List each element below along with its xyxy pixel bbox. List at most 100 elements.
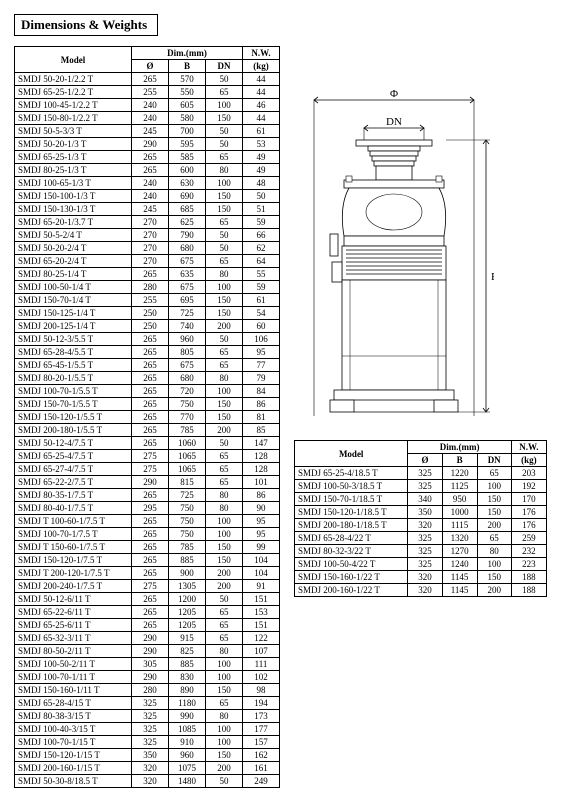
cell-diameter: 265 [132,424,169,437]
cell-model: SMDJ 200-240-1/7.5 T [15,580,132,593]
cell-model: SMDJ 150-120-1/18.5 T [295,506,408,519]
cell-b: 1085 [169,723,206,736]
col-model: Model [295,441,408,467]
cell-model: SMDJ 80-35-1/7.5 T [15,489,132,502]
cell-model: SMDJ 50-20-1/3 T [15,138,132,151]
cell-diameter: 320 [408,519,442,532]
col-kg: (kg) [511,454,546,467]
cell-diameter: 320 [408,571,442,584]
cell-diameter: 290 [132,476,169,489]
table-row: SMDJ 100-70-1/11 T290830100102 [15,671,280,684]
cell-diameter: 265 [132,346,169,359]
cell-dn: 50 [206,333,243,346]
cell-b: 890 [169,684,206,697]
cell-diameter: 265 [132,606,169,619]
cell-weight: 147 [243,437,280,450]
cell-weight: 98 [243,684,280,697]
cell-diameter: 270 [132,216,169,229]
table-row: SMDJ 200-125-1/4 T25074020060 [15,320,280,333]
table-row: SMDJ 65-25-6/11 T265120565151 [15,619,280,632]
cell-dn: 200 [206,567,243,580]
cell-model: SMDJ 150-70-1/5.5 T [15,398,132,411]
cell-weight: 91 [243,580,280,593]
cell-dn: 80 [477,545,511,558]
cell-b: 990 [169,710,206,723]
table-row: SMDJ 150-70-1/5.5 T26575015086 [15,398,280,411]
cell-dn: 65 [206,346,243,359]
cell-weight: 85 [243,424,280,437]
cell-b: 1305 [169,580,206,593]
cell-model: SMDJ 100-50-2/11 T [15,658,132,671]
cell-diameter: 270 [132,242,169,255]
table-row: SMDJ 150-100-1/3 T24069015050 [15,190,280,203]
cell-weight: 95 [243,346,280,359]
cell-dn: 200 [206,424,243,437]
cell-weight: 99 [243,541,280,554]
cell-dn: 100 [206,281,243,294]
table-row: SMDJ 80-38-3/15 T32599080173 [15,710,280,723]
table-row: SMDJ 50-12-3/5.5 T26596050106 [15,333,280,346]
cell-weight: 59 [243,216,280,229]
cell-dn: 150 [206,411,243,424]
label-phi: Φ [390,88,398,100]
cell-model: SMDJ 80-32-3/22 T [295,545,408,558]
cell-dn: 150 [206,203,243,216]
cell-weight: 173 [243,710,280,723]
col-nw-group: N.W. [511,441,546,454]
table-row: SMDJ 65-20-2/4 T2706756564 [15,255,280,268]
cell-diameter: 265 [132,359,169,372]
cell-b: 680 [169,242,206,255]
cell-model: SMDJ 150-120-1/7.5 T [15,554,132,567]
table-row: SMDJ 65-28-4/15 T325118065194 [15,697,280,710]
cell-dn: 50 [206,73,243,86]
cell-b: 1000 [442,506,477,519]
cell-dn: 80 [206,502,243,515]
table-row: SMDJ 65-25-4/7.5 T275106565128 [15,450,280,463]
cell-diameter: 325 [408,558,442,571]
cell-weight: 176 [511,506,546,519]
cell-model: SMDJ 65-25-4/18.5 T [295,467,408,480]
cell-dn: 100 [206,671,243,684]
cell-weight: 249 [243,775,280,788]
cell-b: 635 [169,268,206,281]
cell-diameter: 350 [132,749,169,762]
cell-weight: 66 [243,229,280,242]
table-row: SMDJ 200-160-1/15 T3201075200161 [15,762,280,775]
cell-diameter: 245 [132,125,169,138]
col-dim-group: Dim.(mm) [132,47,243,60]
table-row: SMDJ T 200-120-1/7.5 T265900200104 [15,567,280,580]
cell-weight: 60 [243,320,280,333]
table-row: SMDJ 100-70-1/7.5 T26575010095 [15,528,280,541]
cell-diameter: 325 [408,545,442,558]
cell-b: 785 [169,541,206,554]
main-table-head: Model Dim.(mm) N.W. Ø B DN (kg) [15,47,280,73]
table-row: SMDJ 150-160-1/22 T3201145150188 [295,571,547,584]
cell-model: SMDJ 100-70-1/7.5 T [15,528,132,541]
cell-b: 1200 [169,593,206,606]
cell-weight: 157 [243,736,280,749]
table-row: SMDJ 80-32-3/22 T325127080232 [295,545,547,558]
label-b: B [491,271,494,283]
cell-dn: 150 [206,749,243,762]
cell-b: 1060 [169,437,206,450]
cell-diameter: 265 [132,489,169,502]
cell-dn: 80 [206,372,243,385]
table-row: SMDJ 80-35-1/7.5 T2657258086 [15,489,280,502]
cell-weight: 95 [243,515,280,528]
table-row: SMDJ 50-12-6/11 T265120050151 [15,593,280,606]
table-row: SMDJ 100-70-1/15 T325910100157 [15,736,280,749]
cell-diameter: 265 [132,437,169,450]
cell-b: 630 [169,177,206,190]
cell-weight: 101 [243,476,280,489]
cell-dn: 150 [206,307,243,320]
cell-dn: 100 [206,528,243,541]
cell-model: SMDJ 65-20-1/3.7 T [15,216,132,229]
cell-diameter: 290 [132,645,169,658]
table-row: SMDJ 100-50-1/4 T28067510059 [15,281,280,294]
table-row: SMDJ 100-65-1/3 T24063010048 [15,177,280,190]
cell-model: SMDJ T 200-120-1/7.5 T [15,567,132,580]
cell-dn: 65 [477,532,511,545]
table-row: SMDJ 100-50-4/22 T3251240100223 [295,558,547,571]
cell-weight: 259 [511,532,546,545]
col-model: Model [15,47,132,73]
